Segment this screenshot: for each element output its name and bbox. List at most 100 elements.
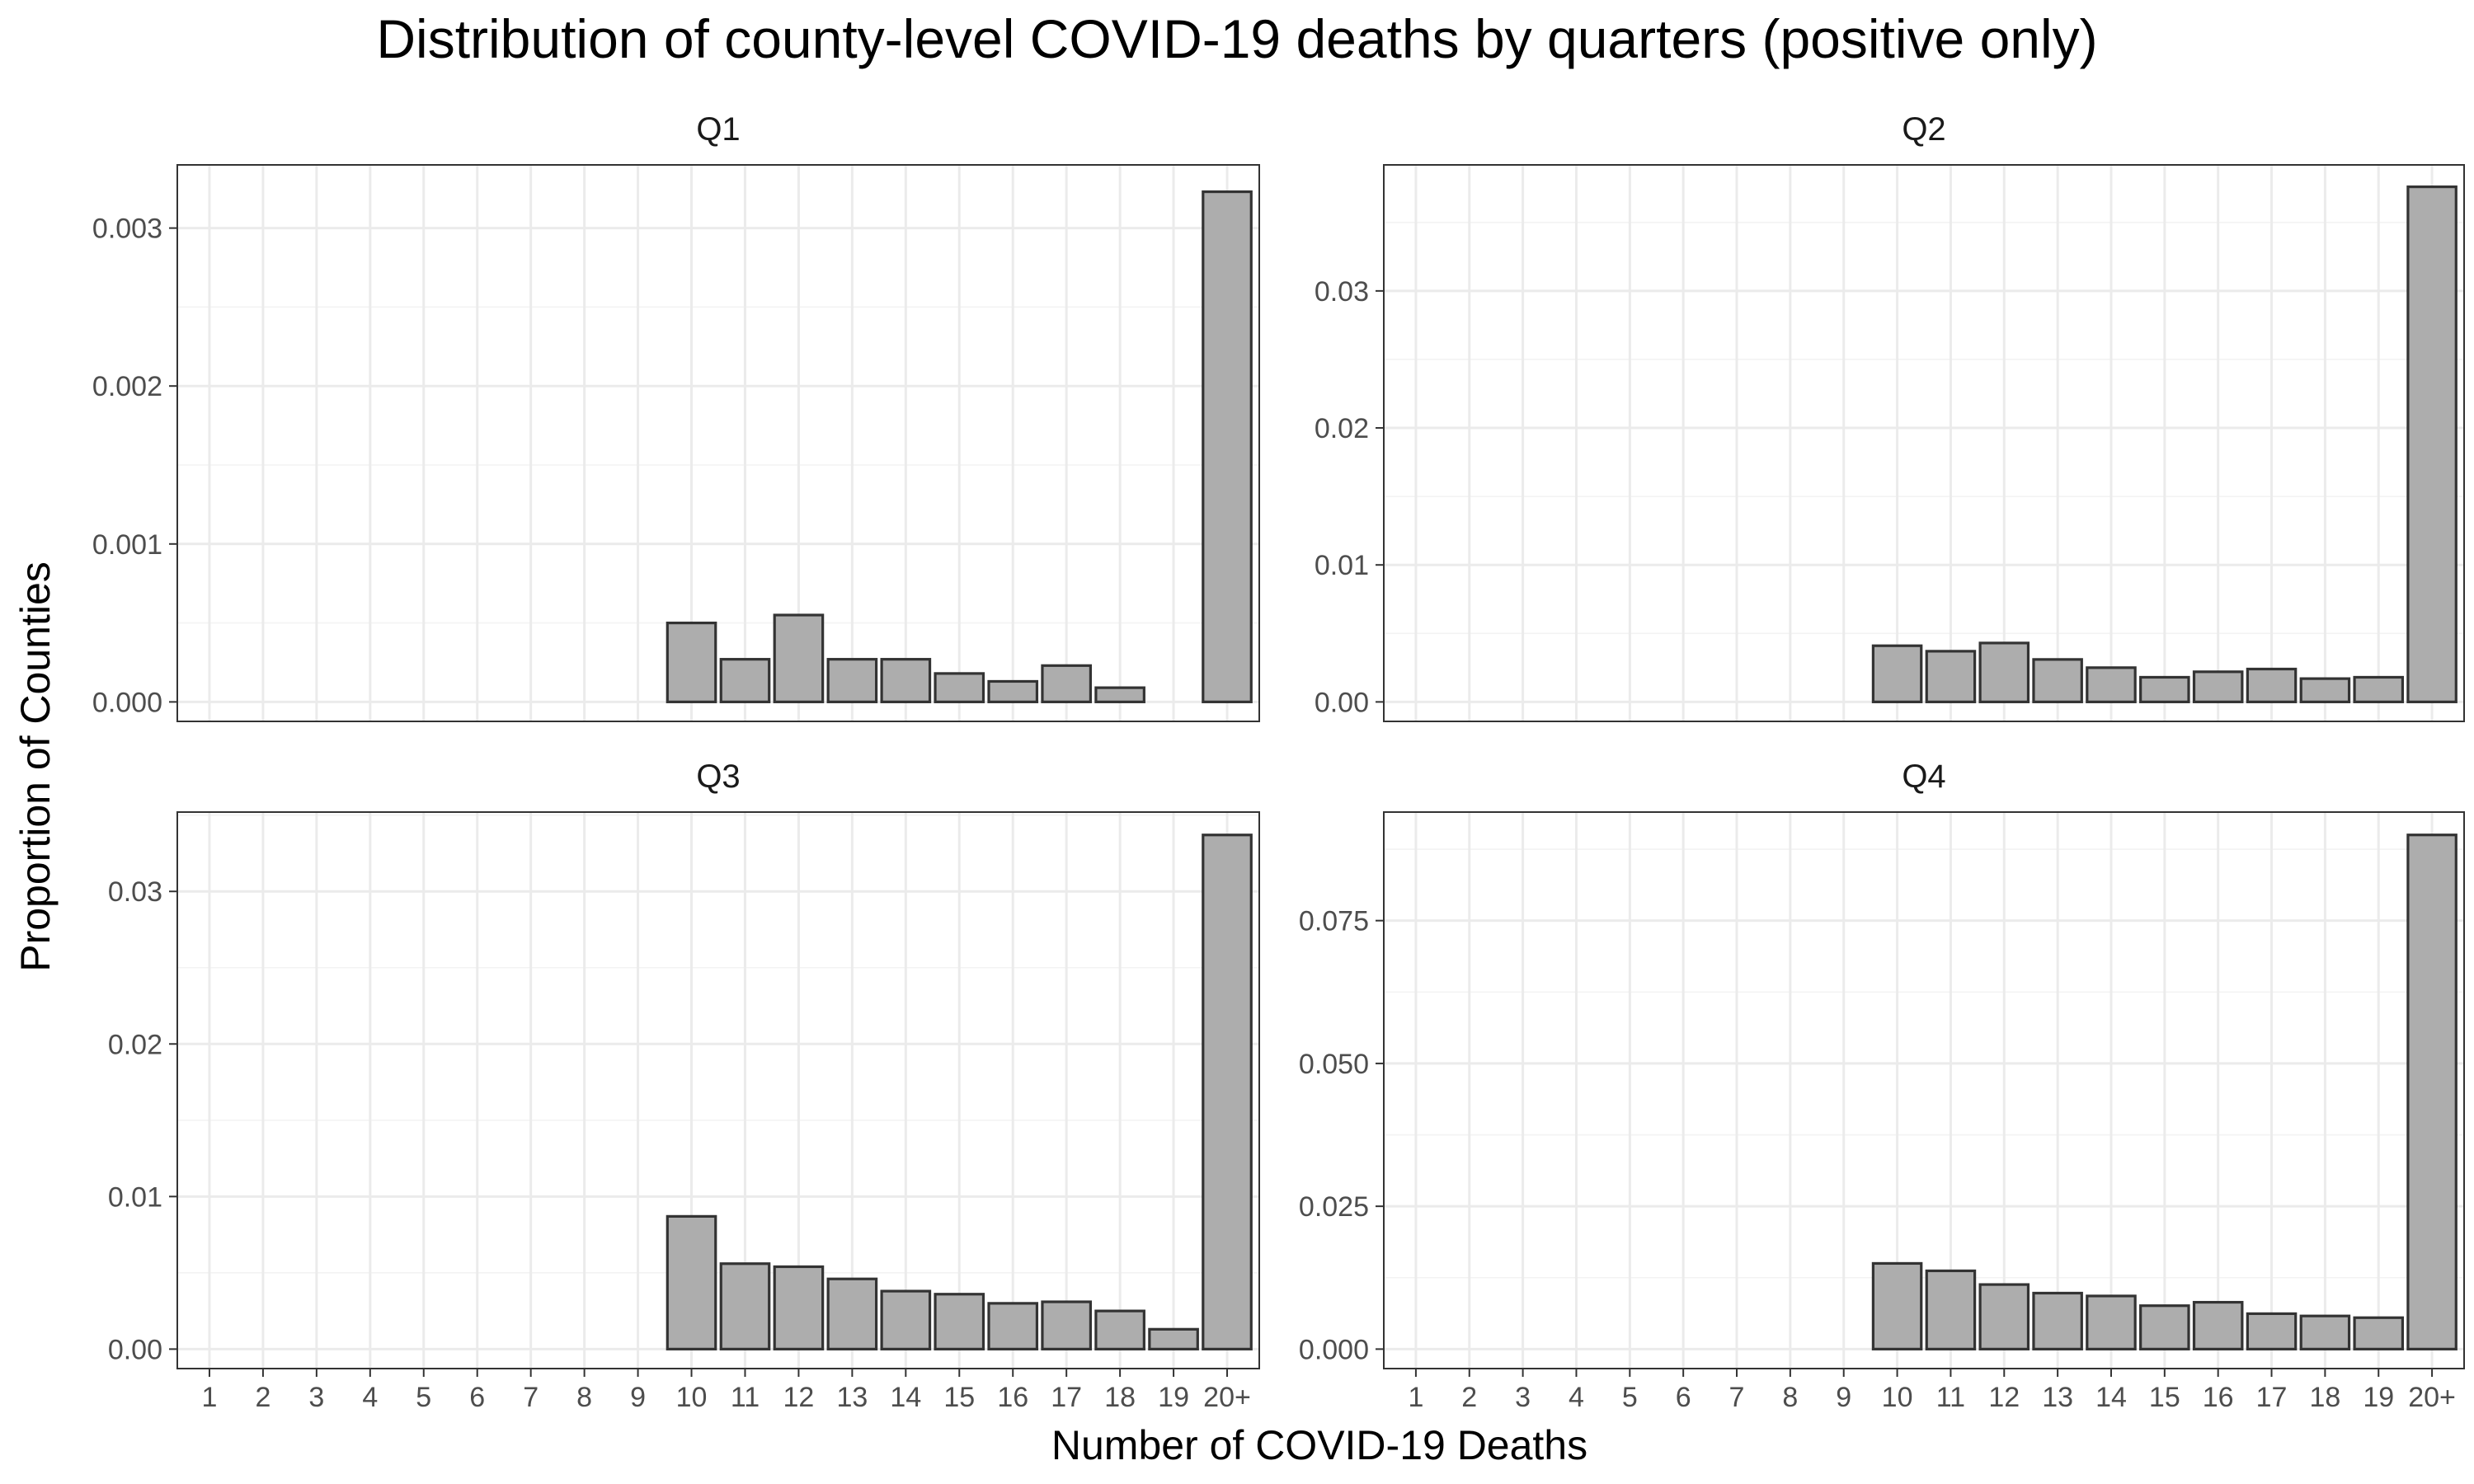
bar-q3-16: [987, 1302, 1039, 1350]
bar-q2-19: [2353, 675, 2405, 703]
y-tick-label: 0.03: [108, 876, 162, 908]
bar-q1-14: [880, 658, 932, 703]
bar-q2-11: [1925, 650, 1977, 703]
x-tick-label: 5: [416, 1382, 431, 1413]
x-tick-label: 8: [576, 1382, 592, 1413]
x-tick-label: 10: [1882, 1382, 1913, 1413]
x-tick-label: 5: [1622, 1382, 1638, 1413]
bar-q2-16: [2192, 670, 2244, 703]
bar-q4-20plus: [2406, 834, 2458, 1350]
bar-q1-11: [719, 658, 771, 703]
x-tick-label: 12: [1988, 1382, 2020, 1413]
x-tick-label: 1: [202, 1382, 218, 1413]
panel-border: [176, 811, 1260, 1369]
x-tick-label: 4: [362, 1382, 378, 1413]
x-tick-label: 11: [1936, 1382, 1965, 1413]
x-tick-label: 18: [1104, 1382, 1136, 1413]
x-tick-label: 4: [1569, 1382, 1584, 1413]
x-tick-label: 19: [1158, 1382, 1189, 1413]
x-tick-label: 20+: [1203, 1382, 1251, 1413]
x-tick-label: 6: [1676, 1382, 1691, 1413]
facet-label: Q2: [1902, 111, 1945, 148]
chart-title: Distribution of county-level COVID-19 de…: [376, 8, 2097, 69]
bar-q3-18: [1094, 1309, 1145, 1350]
x-tick-label: 10: [676, 1382, 708, 1413]
bar-q1-12: [773, 613, 825, 703]
bar-q3-15: [934, 1293, 985, 1350]
x-tick-label: 17: [2256, 1382, 2288, 1413]
bar-q4-18: [2299, 1314, 2351, 1350]
bar-q2-20plus: [2406, 185, 2458, 703]
bar-q3-17: [1041, 1300, 1093, 1350]
x-tick-label: 15: [2149, 1382, 2180, 1413]
panel-q1: Q1 0.000 0.001 0.002 0.003: [92, 111, 1260, 722]
x-tick-label: 13: [836, 1382, 868, 1413]
y-tick-label: 0.03: [1315, 276, 1369, 308]
x-tick-label: 16: [997, 1382, 1028, 1413]
bar-q3-14: [880, 1289, 932, 1350]
x-tick-label: 14: [890, 1382, 921, 1413]
x-tick-label: 2: [1461, 1382, 1477, 1413]
bar-q3-19: [1148, 1327, 1199, 1350]
panel-q2: Q2 0.00 0.01 0.02 0.03: [1315, 111, 2465, 722]
bar-q1-15: [934, 672, 985, 703]
x-tick-label: 1: [1408, 1382, 1423, 1413]
x-tick-label: 15: [943, 1382, 975, 1413]
facet-label: Q3: [696, 758, 740, 795]
y-tick-label: 0.050: [1299, 1049, 1369, 1080]
x-tick-label: 14: [2095, 1382, 2127, 1413]
y-tick-label: 0.003: [92, 214, 162, 245]
bar-q1-20plus: [1202, 190, 1253, 703]
x-tick-label: 6: [469, 1382, 485, 1413]
bar-q2-18: [2299, 677, 2351, 703]
x-tick-label: 19: [2363, 1382, 2394, 1413]
bar-q2-10: [1871, 644, 1923, 703]
x-tick-label: 8: [1782, 1382, 1798, 1413]
x-axis-title: Number of COVID-19 Deaths: [1051, 1422, 1587, 1468]
y-tick-label: 0.025: [1299, 1191, 1369, 1223]
facet-label: Q1: [696, 111, 740, 148]
y-axis-title: Proportion of Counties: [12, 561, 59, 972]
y-tick-label: 0.02: [108, 1029, 162, 1060]
bar-q4-19: [2353, 1316, 2405, 1350]
bar-q4-16: [2192, 1300, 2244, 1350]
bar-q3-10: [666, 1214, 717, 1350]
bar-q1-10: [666, 621, 717, 703]
bar-q3-20plus: [1202, 834, 1253, 1350]
bar-q3-11: [719, 1262, 771, 1350]
x-tick-label: 2: [255, 1382, 270, 1413]
bar-q1-18: [1094, 686, 1145, 703]
y-tick-label: 0.000: [1299, 1334, 1369, 1365]
y-tick-label: 0.002: [92, 371, 162, 402]
bar-q4-13: [2032, 1291, 2083, 1350]
bar-q3-12: [773, 1265, 825, 1350]
x-tick-label: 7: [523, 1382, 539, 1413]
y-tick-label: 0.00: [108, 1334, 162, 1365]
bar-q4-11: [1925, 1269, 1977, 1350]
bar-q4-12: [1978, 1283, 2030, 1350]
y-tick-label: 0.000: [92, 687, 162, 718]
bar-q2-14: [2086, 666, 2137, 703]
x-tick-label: 7: [1729, 1382, 1745, 1413]
panel-border: [1383, 811, 2465, 1369]
panels: Q10.0000.0010.0020.003Q20.000.010.020.03…: [92, 111, 2465, 1413]
facet-label: Q4: [1902, 758, 1945, 795]
y-tick-label: 0.01: [108, 1181, 162, 1213]
x-tick-label: 18: [2309, 1382, 2340, 1413]
bar-q3-13: [826, 1277, 878, 1350]
x-tick-label: 9: [1836, 1382, 1851, 1413]
x-tick-label: 3: [1515, 1382, 1531, 1413]
x-tick-label: 3: [308, 1382, 324, 1413]
bar-q1-13: [826, 658, 878, 703]
x-tick-label: 13: [2042, 1382, 2073, 1413]
bar-q2-17: [2246, 667, 2298, 703]
panel-border: [1383, 164, 2465, 722]
bar-q1-16: [987, 679, 1039, 703]
bar-q4-17: [2246, 1312, 2298, 1350]
x-tick-label: 11: [731, 1382, 760, 1413]
y-tick-label: 0.001: [92, 529, 162, 561]
x-tick-label: 20+: [2408, 1382, 2456, 1413]
panel-q3: Q30.000.010.020.031 2 3 4 5 6 7 8 9 10 11 12 13 14 15 1…: [108, 758, 1260, 1413]
y-tick-label: 0.00: [1315, 687, 1369, 718]
